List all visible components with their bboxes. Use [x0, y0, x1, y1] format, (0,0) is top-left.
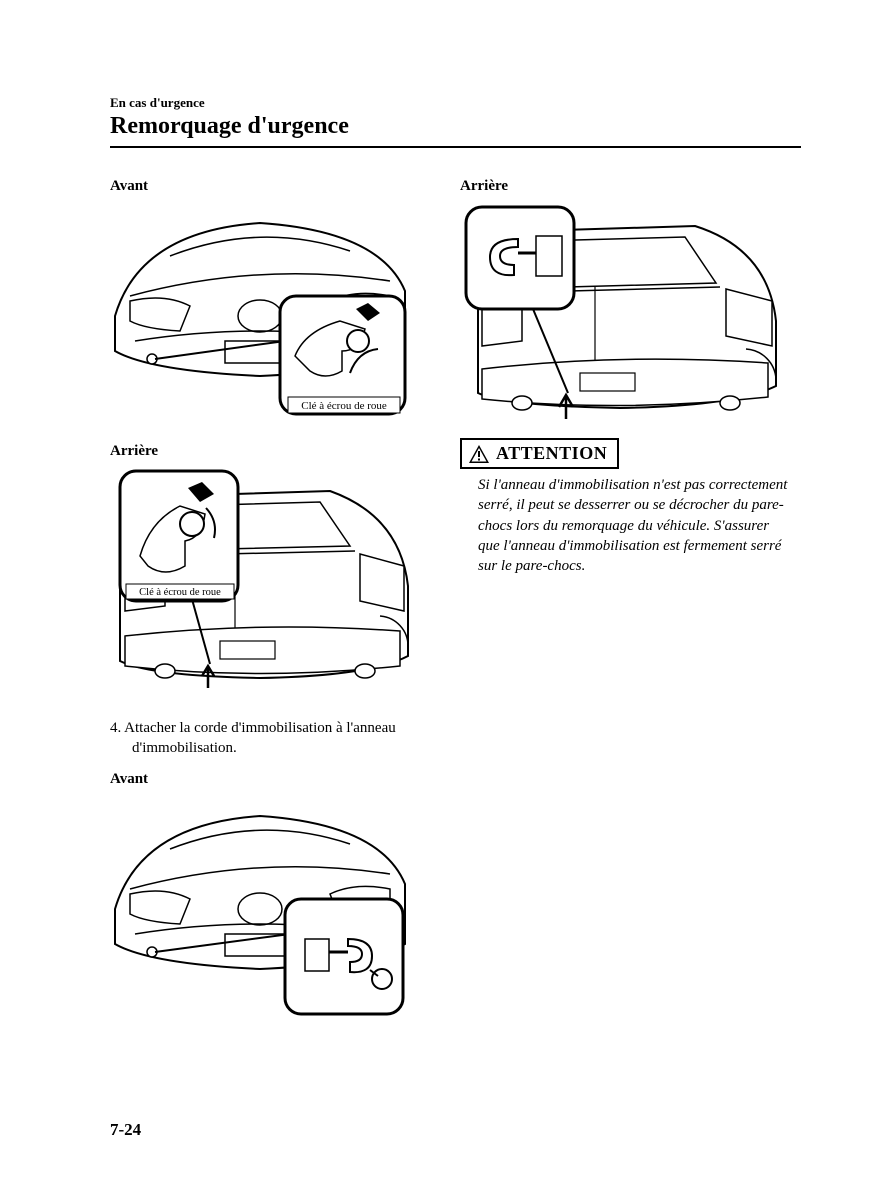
label-arriere-1: Arrière: [110, 443, 420, 460]
label-avant-2: Avant: [110, 771, 420, 788]
figure-rear-hook: [460, 201, 790, 426]
right-column: Arrière: [460, 178, 790, 1036]
figure-rear-hook-svg: [460, 201, 780, 426]
page: En cas d'urgence Remorquage d'urgence Av…: [0, 0, 891, 1200]
page-number: 7-24: [110, 1120, 141, 1140]
page-header: En cas d'urgence Remorquage d'urgence: [110, 95, 801, 148]
label-avant-1: Avant: [110, 178, 420, 195]
figure-front-wrench: Clé à écrou de roue: [110, 201, 420, 431]
figure-rear-wrench: Clé à écrou de roue: [110, 466, 420, 706]
step-4-text: 4. Attacher la corde d'immobilisation à …: [110, 718, 420, 759]
header-rule: [110, 146, 801, 148]
content-columns: Avant: [110, 178, 801, 1036]
header-title: Remorquage d'urgence: [110, 113, 801, 140]
header-category: En cas d'urgence: [110, 95, 801, 111]
warning-icon: [468, 444, 490, 464]
figure-rear-wrench-svg: Clé à écrou de roue: [110, 466, 410, 706]
warning-header: ATTENTION: [460, 438, 619, 469]
figure-front-wrench-svg: Clé à écrou de roue: [110, 201, 410, 431]
label-arriere-2: Arrière: [460, 178, 790, 195]
warning-title: ATTENTION: [496, 443, 607, 464]
fig1-caption-svg: Clé à écrou de roue: [301, 400, 387, 412]
figure-front-hook-svg: [110, 794, 410, 1024]
warning-box: ATTENTION Si l'anneau d'immobilisation n…: [460, 438, 790, 576]
warning-body: Si l'anneau d'immobilisation n'est pas c…: [460, 475, 790, 576]
figure-front-hook: [110, 794, 420, 1024]
fig2-caption-svg: Clé à écrou de roue: [139, 587, 221, 598]
left-column: Avant: [110, 178, 420, 1036]
